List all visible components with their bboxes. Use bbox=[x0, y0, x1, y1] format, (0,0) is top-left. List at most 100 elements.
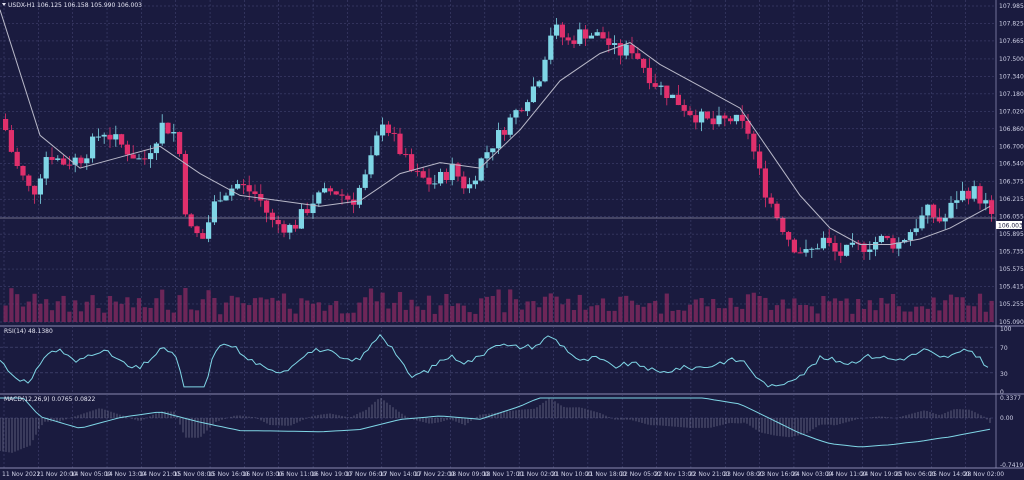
candle[interactable] bbox=[252, 184, 258, 202]
candle[interactable] bbox=[380, 117, 386, 142]
candle[interactable] bbox=[902, 238, 908, 244]
candle[interactable] bbox=[130, 145, 136, 159]
rsi-panel[interactable]: RSI(14) 48.1380 100 70 30 0 bbox=[0, 326, 1012, 396]
candle[interactable] bbox=[217, 191, 223, 203]
candle[interactable] bbox=[965, 187, 971, 205]
candle[interactable] bbox=[751, 130, 757, 160]
candle[interactable] bbox=[78, 155, 84, 168]
candle[interactable] bbox=[820, 231, 826, 251]
candle[interactable] bbox=[26, 173, 32, 192]
candle[interactable] bbox=[710, 111, 716, 130]
candle[interactable] bbox=[461, 171, 467, 194]
candle[interactable] bbox=[90, 133, 96, 163]
candle[interactable] bbox=[293, 219, 299, 232]
candle[interactable] bbox=[246, 175, 252, 201]
candle[interactable] bbox=[925, 203, 931, 224]
candle[interactable] bbox=[432, 174, 438, 189]
candle[interactable] bbox=[165, 122, 171, 135]
candle[interactable] bbox=[954, 191, 960, 210]
candle[interactable] bbox=[977, 183, 983, 210]
candle[interactable] bbox=[681, 99, 687, 117]
candle[interactable] bbox=[768, 193, 774, 208]
candle[interactable] bbox=[351, 192, 357, 214]
candle[interactable] bbox=[606, 31, 612, 53]
candle[interactable] bbox=[142, 149, 148, 165]
candle[interactable] bbox=[629, 36, 635, 59]
candle[interactable] bbox=[113, 125, 119, 147]
candle[interactable] bbox=[200, 228, 206, 239]
candle[interactable] bbox=[519, 107, 525, 113]
candle[interactable] bbox=[803, 239, 809, 257]
candle[interactable] bbox=[878, 234, 884, 244]
candle[interactable] bbox=[229, 184, 235, 201]
candle[interactable] bbox=[739, 105, 745, 129]
candle[interactable] bbox=[536, 79, 542, 88]
candle[interactable] bbox=[490, 148, 496, 161]
candle[interactable] bbox=[397, 127, 403, 156]
candle[interactable] bbox=[786, 231, 792, 247]
candle[interactable] bbox=[409, 148, 415, 173]
candle[interactable] bbox=[873, 236, 879, 257]
candle[interactable] bbox=[675, 84, 681, 106]
candle[interactable] bbox=[345, 193, 351, 204]
candle[interactable] bbox=[548, 27, 554, 65]
candle[interactable] bbox=[571, 35, 577, 49]
candle[interactable] bbox=[583, 24, 589, 46]
candle[interactable] bbox=[646, 58, 652, 90]
candle[interactable] bbox=[919, 206, 925, 231]
candle[interactable] bbox=[101, 132, 107, 144]
candle[interactable] bbox=[907, 229, 913, 246]
candle[interactable] bbox=[438, 168, 444, 186]
candle[interactable] bbox=[838, 242, 844, 263]
candle[interactable] bbox=[722, 112, 728, 127]
candle[interactable] bbox=[559, 22, 565, 46]
candle[interactable] bbox=[797, 247, 803, 254]
candle[interactable] bbox=[780, 216, 786, 235]
candle[interactable] bbox=[136, 154, 142, 160]
candle[interactable] bbox=[496, 122, 502, 154]
candle[interactable] bbox=[484, 145, 490, 168]
candle[interactable] bbox=[472, 175, 478, 189]
candle[interactable] bbox=[194, 225, 200, 238]
candle[interactable] bbox=[385, 121, 391, 137]
candle[interactable] bbox=[942, 213, 948, 230]
candle[interactable] bbox=[687, 106, 693, 117]
candle[interactable] bbox=[159, 114, 165, 146]
candle[interactable] bbox=[171, 123, 177, 142]
candle[interactable] bbox=[37, 174, 43, 204]
candle[interactable] bbox=[467, 177, 473, 194]
candle[interactable] bbox=[443, 168, 449, 184]
candle[interactable] bbox=[188, 213, 194, 228]
candle[interactable] bbox=[525, 99, 531, 117]
candle[interactable] bbox=[333, 191, 339, 196]
candle[interactable] bbox=[420, 167, 426, 179]
candle[interactable] bbox=[658, 81, 664, 96]
candle[interactable] bbox=[322, 182, 328, 194]
candle[interactable] bbox=[815, 243, 821, 250]
candle[interactable] bbox=[3, 113, 9, 132]
candle[interactable] bbox=[235, 179, 241, 190]
candle[interactable] bbox=[182, 150, 188, 217]
candle[interactable] bbox=[240, 179, 246, 195]
candle[interactable] bbox=[745, 114, 751, 140]
candle[interactable] bbox=[960, 181, 966, 203]
candle[interactable] bbox=[542, 56, 548, 83]
price-panel[interactable]: USDX-H1 106.125 106.158 105.990 106.003 … bbox=[0, 0, 1024, 468]
candle[interactable] bbox=[20, 165, 26, 181]
candle[interactable] bbox=[565, 33, 571, 45]
candle[interactable] bbox=[72, 153, 78, 173]
candle[interactable] bbox=[733, 114, 739, 125]
candle[interactable] bbox=[664, 85, 670, 106]
candle[interactable] bbox=[84, 154, 90, 170]
candle[interactable] bbox=[43, 151, 49, 186]
candle[interactable] bbox=[287, 223, 293, 240]
candle[interactable] bbox=[61, 154, 67, 166]
candle[interactable] bbox=[501, 126, 507, 141]
candle[interactable] bbox=[554, 17, 560, 40]
candle[interactable] bbox=[577, 22, 583, 46]
candle[interactable] bbox=[844, 244, 850, 257]
candle[interactable] bbox=[66, 155, 72, 170]
candle[interactable] bbox=[652, 73, 658, 90]
candle[interactable] bbox=[588, 32, 594, 39]
